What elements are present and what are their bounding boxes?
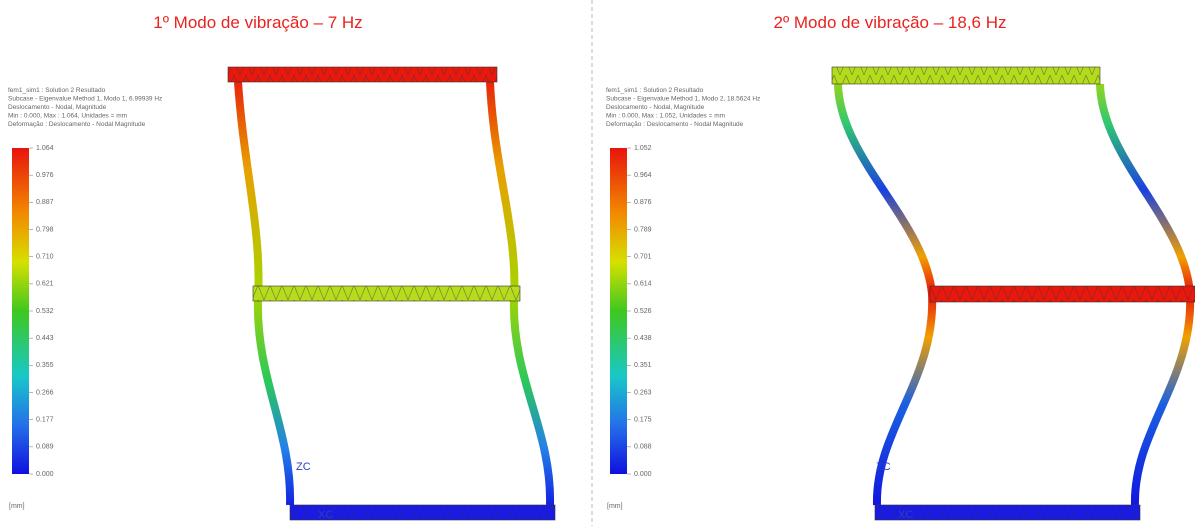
legend-label: 0.438 xyxy=(634,335,652,342)
legend-label: 0.263 xyxy=(634,389,652,396)
mode-shape-1 xyxy=(228,67,555,520)
color-bar xyxy=(610,148,627,474)
legend-label: 0.000 xyxy=(36,471,54,478)
legend-label: 0.976 xyxy=(36,172,54,179)
legend-label: 0.876 xyxy=(634,199,652,206)
result-info: Subcase - Eigenvalue Method 1, Modo 1, 6… xyxy=(8,96,162,103)
legend-label: 0.887 xyxy=(36,199,54,206)
legend-label: 0.443 xyxy=(36,335,54,342)
result-info: fem1_sim1 : Solution 2 Resultado xyxy=(8,87,106,94)
legend-label: 0.710 xyxy=(36,254,54,261)
legend-label: 0.701 xyxy=(634,254,652,261)
legend-label: 0.789 xyxy=(634,226,652,233)
result-info: Subcase - Eigenvalue Method 1, Modo 2, 1… xyxy=(606,96,760,103)
legend-label: 0.614 xyxy=(634,281,652,288)
axis-z-label: ZC xyxy=(296,461,311,473)
figure: 1º Modo de vibração – 7 Hz fem1_sim1 : So… xyxy=(0,0,1195,526)
axis-z-label: ZC xyxy=(876,461,891,473)
axis-x-label: XC xyxy=(318,509,333,521)
panel-title: 1º Modo de vibração – 7 Hz xyxy=(153,13,362,32)
legend-label: 0.266 xyxy=(36,389,54,396)
mode-shape-2 xyxy=(832,67,1195,520)
legend-label: 0.089 xyxy=(36,444,54,451)
panel-title: 2º Modo de vibração – 18,6 Hz xyxy=(773,13,1006,32)
legend-label: 1.052 xyxy=(634,145,652,152)
axis-x-label: XC xyxy=(898,509,913,521)
legend-label: 1.064 xyxy=(36,145,54,152)
legend-label: 0.177 xyxy=(36,417,54,424)
result-info: Min : 0.000, Max : 1.064, Unidades = mm xyxy=(8,113,127,120)
result-info: fem1_sim1 : Solution 2 Resultado xyxy=(606,87,704,94)
result-info: Deformação : Deslocamento - Nodal Magnit… xyxy=(8,121,146,128)
legend-label: 0.532 xyxy=(36,308,54,315)
legend-label: 0.175 xyxy=(634,417,652,424)
legend-label: 0.000 xyxy=(634,471,652,478)
result-info: Deslocamento - Nodal, Magnitude xyxy=(606,104,705,111)
legend-label: 0.526 xyxy=(634,308,652,315)
result-info: Min : 0.000, Max : 1.052, Unidades = mm xyxy=(606,113,725,120)
result-info: Deslocamento - Nodal, Magnitude xyxy=(8,104,107,111)
legend-label: 0.964 xyxy=(634,172,652,179)
unit-label: [mm] xyxy=(9,503,25,510)
color-bar xyxy=(12,148,29,474)
legend-label: 0.088 xyxy=(634,444,652,451)
legend-label: 0.351 xyxy=(634,362,652,369)
legend-label: 0.621 xyxy=(36,281,54,288)
legend-label: 0.355 xyxy=(36,362,54,369)
unit-label: [mm] xyxy=(607,503,623,510)
legend-label: 0.798 xyxy=(36,226,54,233)
result-info: Deformação : Deslocamento - Nodal Magnit… xyxy=(606,121,744,128)
